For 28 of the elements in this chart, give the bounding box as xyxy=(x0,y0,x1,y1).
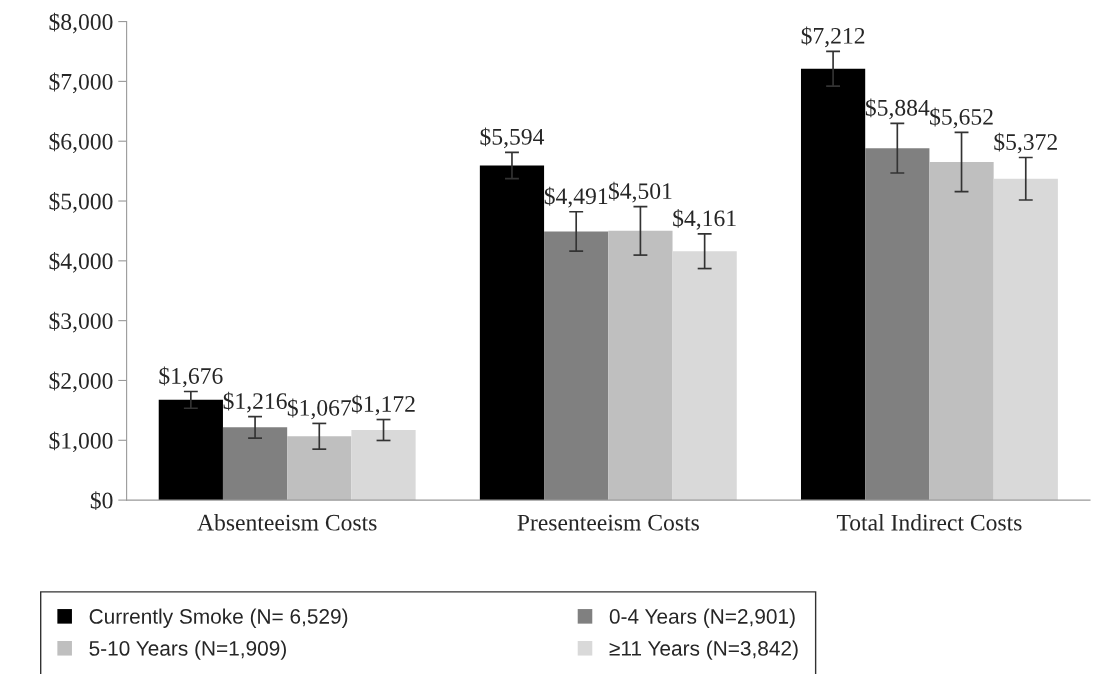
legend-label: 0-4 Years (N=2,901) xyxy=(609,608,795,628)
data-label: $4,161 xyxy=(673,208,736,230)
data-label: $5,372 xyxy=(994,132,1057,154)
data-label: $1,216 xyxy=(223,391,287,413)
x-tick-label: Absenteeism Costs xyxy=(197,514,377,531)
data-label: $1,676 xyxy=(159,366,223,388)
data-label: $4,491 xyxy=(544,186,608,208)
data-label: $5,884 xyxy=(865,98,930,120)
y-tick-label: $4,000 xyxy=(49,251,113,273)
y-tick-label: $0 xyxy=(90,491,113,511)
y-tick-label: $3,000 xyxy=(49,311,113,333)
data-label: $1,067 xyxy=(287,398,352,420)
data-label: $5,652 xyxy=(930,107,993,129)
y-tick-label: $8,000 xyxy=(49,12,113,34)
y-tick-label: $7,000 xyxy=(49,72,113,94)
data-label: $1,172 xyxy=(352,394,415,416)
legend-label: 5-10 Years (N=1,909) xyxy=(89,640,286,660)
data-label: $5,594 xyxy=(480,127,545,149)
legend-label: Currently Smoke (N= 6,529) xyxy=(89,608,348,628)
data-label: $7,212 xyxy=(801,26,865,48)
x-tick-label: Presenteeism Costs xyxy=(517,514,699,531)
x-tick-label: Total Indirect Costs xyxy=(836,514,1022,531)
legend-label: ≥11 Years (N=3,842) xyxy=(609,640,798,660)
y-tick-label: $6,000 xyxy=(49,132,113,154)
y-tick-label: $1,000 xyxy=(49,431,113,453)
data-label: $4,501 xyxy=(608,181,672,203)
y-tick-label: $2,000 xyxy=(49,371,113,393)
y-tick-label: $5,000 xyxy=(49,192,113,213)
